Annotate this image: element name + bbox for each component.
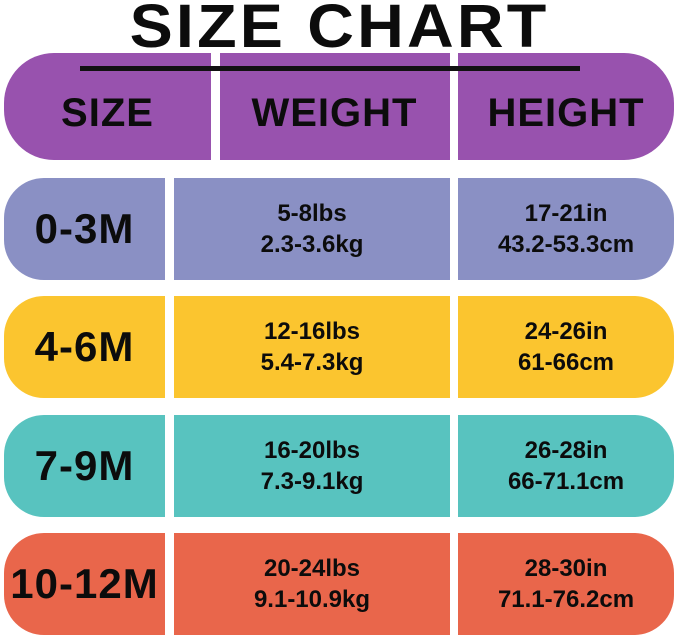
height-in: 26-28in: [524, 437, 608, 464]
column-divider: [450, 415, 458, 517]
weight-cell: 5-8lbs 2.3-3.6kg: [174, 178, 450, 280]
header-cell-height: HEIGHT: [487, 91, 645, 135]
height-in: 17-21in: [524, 200, 608, 227]
weight-lbs: 20-24lbs: [263, 555, 361, 582]
weight-lbs: 12-16lbs: [263, 318, 361, 345]
height-in: 28-30in: [524, 555, 608, 582]
weight-kg: 7.3-9.1kg: [260, 468, 364, 495]
column-divider: [450, 178, 458, 280]
column-divider: [450, 533, 458, 635]
size-cell: 4-6M: [34, 323, 135, 370]
header-cell-weight: WEIGHT: [251, 91, 418, 135]
column-divider: [211, 53, 220, 160]
table-row: 10-12M 20-24lbs 9.1-10.9kg 28-30in 71.1-…: [4, 533, 674, 635]
table-row: 0-3M 5-8lbs 2.3-3.6kg 17-21in 43.2-53.3c…: [4, 178, 674, 280]
height-cm: 61-66cm: [517, 349, 615, 376]
size-cell: 10-12M: [10, 560, 159, 607]
column-divider: [165, 415, 174, 517]
height-in: 24-26in: [524, 318, 608, 345]
table-row: 7-9M 16-20lbs 7.3-9.1kg 26-28in 66-71.1c…: [4, 415, 674, 517]
weight-cell: 20-24lbs 9.1-10.9kg: [174, 533, 450, 635]
height-cm: 71.1-76.2cm: [497, 586, 635, 613]
header-cell-size: SIZE: [61, 91, 154, 135]
height-cell: 26-28in 66-71.1cm: [458, 415, 674, 517]
table-row: 4-6M 12-16lbs 5.4-7.3kg 24-26in 61-66cm: [4, 296, 674, 398]
weight-kg: 9.1-10.9kg: [253, 586, 371, 613]
height-cm: 66-71.1cm: [507, 468, 625, 495]
height-cm: 43.2-53.3cm: [497, 231, 635, 258]
height-cell: 28-30in 71.1-76.2cm: [458, 533, 674, 635]
weight-lbs: 16-20lbs: [263, 437, 361, 464]
chart-title: SIZE CHART: [129, 0, 550, 60]
size-cell: 7-9M: [34, 442, 135, 489]
height-cell: 24-26in 61-66cm: [458, 296, 674, 398]
weight-kg: 5.4-7.3kg: [260, 349, 364, 376]
column-divider: [165, 533, 174, 635]
column-divider: [450, 53, 458, 160]
weight-kg: 2.3-3.6kg: [260, 231, 364, 258]
column-divider: [165, 296, 174, 398]
column-divider: [165, 178, 174, 280]
weight-cell: 12-16lbs 5.4-7.3kg: [174, 296, 450, 398]
weight-cell: 16-20lbs 7.3-9.1kg: [174, 415, 450, 517]
column-divider: [450, 296, 458, 398]
title-underline: [80, 66, 580, 71]
height-cell: 17-21in 43.2-53.3cm: [458, 178, 674, 280]
weight-lbs: 5-8lbs: [277, 200, 347, 227]
size-cell: 0-3M: [34, 205, 135, 252]
